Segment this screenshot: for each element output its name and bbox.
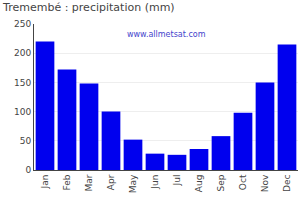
svg-text:www.allmetsat.com: www.allmetsat.com (127, 30, 206, 39)
svg-text:Feb: Feb (62, 174, 72, 190)
svg-text:250: 250 (14, 19, 31, 29)
svg-text:Dec: Dec (282, 175, 292, 192)
svg-text:100: 100 (14, 107, 31, 117)
svg-text:50: 50 (20, 136, 32, 146)
svg-text:Tremembé : precipitation (mm): Tremembé : precipitation (mm) (2, 1, 175, 14)
svg-text:Jan: Jan (40, 175, 50, 190)
svg-text:Nov: Nov (260, 174, 270, 192)
svg-text:Mar: Mar (84, 174, 94, 191)
svg-text:Jul: Jul (172, 175, 182, 187)
svg-text:Jun: Jun (150, 175, 160, 190)
svg-text:May: May (128, 174, 138, 193)
svg-text:0: 0 (25, 165, 31, 175)
svg-text:Apr: Apr (106, 174, 116, 190)
svg-text:Aug: Aug (194, 175, 204, 193)
svg-text:200: 200 (14, 48, 31, 58)
svg-text:Oct: Oct (238, 174, 248, 190)
svg-text:Sep: Sep (216, 174, 226, 191)
svg-text:150: 150 (14, 78, 31, 88)
